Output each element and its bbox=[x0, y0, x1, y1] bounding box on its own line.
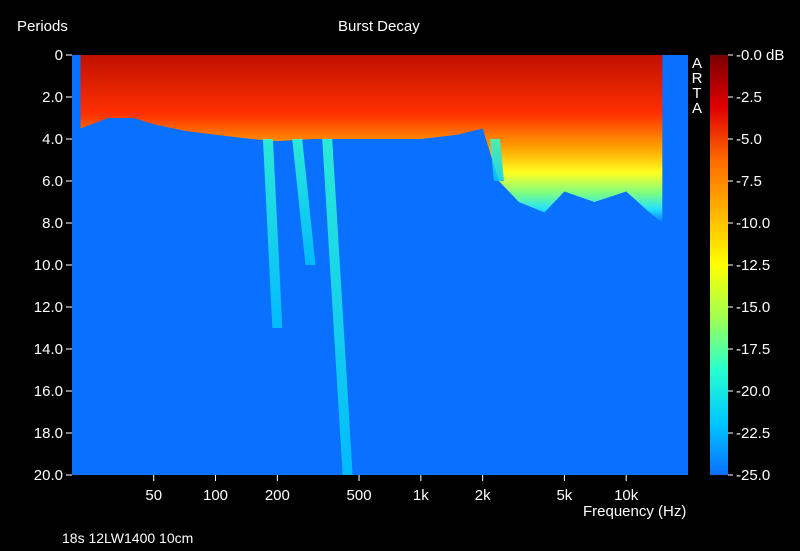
x-tick-label: 10k bbox=[614, 487, 639, 504]
x-tick-label: 1k bbox=[413, 487, 429, 504]
y-tick-label: 20.0 bbox=[34, 467, 63, 484]
colorbar-label: -2.5 bbox=[736, 89, 762, 106]
colorbar-gradient bbox=[710, 55, 728, 475]
colorbar-label: -12.5 bbox=[736, 257, 770, 274]
colorbar: -0.0 dB -2.5 -5.0 -7.5 -10.0 -12.5 -15.0 -17.5 -… bbox=[710, 47, 784, 484]
y-tick-label: 14.0 bbox=[34, 341, 63, 358]
resonance-trail bbox=[322, 139, 353, 475]
chart-caption: 18s 12LW1400 10cm bbox=[62, 530, 194, 546]
x-axis-title: Frequency (Hz) bbox=[583, 503, 687, 520]
plot-area bbox=[72, 55, 688, 475]
x-tick-label: 500 bbox=[347, 487, 372, 504]
x-tick-label: 5k bbox=[556, 487, 572, 504]
y-tick-label: 0 bbox=[55, 47, 63, 64]
y-tick-label: 10.0 bbox=[34, 257, 63, 274]
y-tick-label: 2.0 bbox=[42, 89, 63, 106]
colorbar-label: -17.5 bbox=[736, 341, 770, 358]
y-tick-label: 6.0 bbox=[42, 173, 63, 190]
resonance-trail bbox=[292, 139, 316, 265]
colorbar-label: -0.0 dB bbox=[736, 47, 784, 64]
y-tick-label: 4.0 bbox=[42, 131, 63, 148]
x-tick-label: 200 bbox=[265, 487, 290, 504]
chart-title: Burst Decay bbox=[338, 18, 420, 35]
y-tick-label: 12.0 bbox=[34, 299, 63, 316]
x-tick-label: 100 bbox=[203, 487, 228, 504]
y-tick-label: 18.0 bbox=[34, 425, 63, 442]
x-tick-label: 50 bbox=[145, 487, 162, 504]
colorbar-label: -15.0 bbox=[736, 299, 770, 316]
y-tick-label: 8.0 bbox=[42, 215, 63, 232]
colorbar-label: -10.0 bbox=[736, 215, 770, 232]
resonance-trail bbox=[262, 139, 283, 328]
y-tick-label: 16.0 bbox=[34, 383, 63, 400]
x-tick-label: 2k bbox=[475, 487, 491, 504]
resonance-trail bbox=[490, 139, 504, 181]
decay-envelope bbox=[80, 55, 663, 223]
colorbar-label: -7.5 bbox=[736, 173, 762, 190]
y-axis-title: Periods bbox=[17, 18, 68, 35]
x-axis-ticks: 50 100 200 500 1k 2k 5k 10k bbox=[145, 475, 639, 504]
y-axis-ticks: 0 2.0 4.0 6.0 8.0 10.0 12.0 14.0 16.0 18.0 20.0 bbox=[34, 47, 72, 484]
colorbar-label: -25.0 bbox=[736, 467, 770, 484]
colorbar-label: -22.5 bbox=[736, 425, 770, 442]
colorbar-label: -5.0 bbox=[736, 131, 762, 148]
decay-layer bbox=[80, 55, 663, 475]
colorbar-label: -20.0 bbox=[736, 383, 770, 400]
